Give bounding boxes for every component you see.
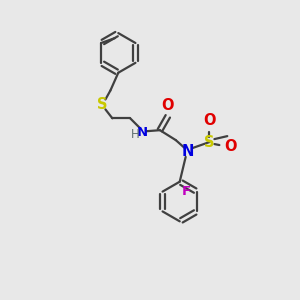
Text: H: H [131, 128, 140, 141]
Text: S: S [204, 135, 215, 150]
Text: S: S [97, 97, 108, 112]
Text: O: O [203, 113, 216, 128]
Text: N: N [182, 145, 194, 160]
Text: O: O [224, 139, 237, 154]
Text: O: O [162, 98, 174, 113]
Text: F: F [182, 185, 191, 198]
Text: N: N [136, 126, 148, 139]
